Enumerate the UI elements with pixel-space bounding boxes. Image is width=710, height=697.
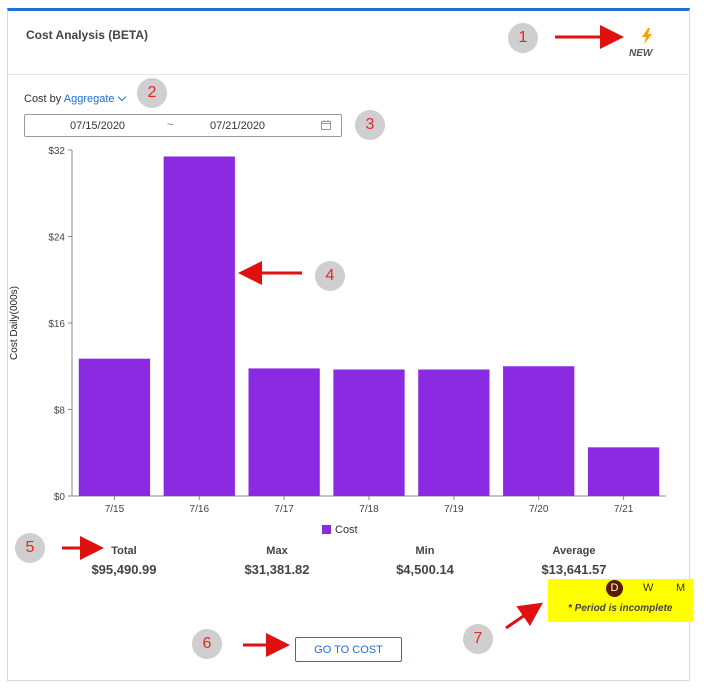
stat-total-label: Total — [111, 545, 137, 557]
card-title: Cost Analysis (BETA) — [26, 28, 149, 42]
bar-7-17 — [248, 368, 320, 496]
cost-by-selector: Cost by Aggregate — [24, 92, 126, 105]
lightning-icon — [642, 28, 652, 44]
stat-min-value: $4,500.14 — [396, 562, 454, 577]
x-tick-label: 7/21 — [614, 504, 634, 515]
date-range-picker[interactable]: 07/15/2020 ~ 07/21/2020 — [24, 114, 342, 137]
y-tick-label: $8 — [54, 406, 66, 417]
period-month-button[interactable]: M — [676, 582, 686, 594]
bar-7-16 — [163, 156, 235, 497]
annotation-badge-5: 5 — [15, 533, 45, 563]
annotation-badge-3: 3 — [355, 110, 385, 140]
x-tick-label: 7/19 — [444, 504, 464, 515]
date-start[interactable]: 07/15/2020 — [70, 120, 126, 132]
stat-average: Average $13,641.57 — [504, 545, 644, 577]
x-tick-label: 7/18 — [359, 504, 379, 515]
y-tick-label: $16 — [48, 319, 65, 330]
y-tick-label: $32 — [48, 146, 65, 157]
stat-max-value: $31,381.82 — [244, 562, 310, 577]
cost-by-value[interactable]: Aggregate — [63, 93, 115, 105]
y-axis-title: Cost Daily(000s) — [9, 286, 20, 360]
date-separator: ~ — [167, 119, 174, 131]
annotation-badge-6: 6 — [192, 629, 222, 659]
cost-by-prefix: Cost by — [24, 93, 62, 105]
stat-total: Total $95,490.99 — [54, 545, 194, 577]
y-tick-label: $0 — [54, 492, 66, 503]
date-end[interactable]: 07/21/2020 — [210, 120, 266, 132]
stat-max-label: Max — [266, 545, 288, 557]
go-to-cost-button[interactable]: GO TO COST — [295, 637, 402, 662]
x-tick-label: 7/17 — [274, 504, 294, 515]
stat-total-value: $95,490.99 — [91, 562, 157, 577]
period-incomplete-note: * Period is incomplete — [568, 603, 673, 614]
annotation-badge-7: 7 — [463, 624, 493, 654]
period-week-button[interactable]: W — [643, 582, 654, 594]
card-header: Cost Analysis (BETA) NEW — [8, 11, 689, 75]
bar-7-20 — [503, 366, 575, 496]
bar-7-21 — [587, 447, 660, 496]
annotation-badge-2: 2 — [137, 78, 167, 108]
annotation-arrow-7 — [505, 602, 543, 630]
bar-7-15 — [78, 358, 151, 496]
y-tick-label: $24 — [48, 233, 65, 244]
period-incomplete-highlight: D W M * Period is incomplete — [548, 579, 693, 622]
new-label: NEW — [629, 48, 653, 59]
cost-by-dropdown[interactable]: Aggregate — [63, 92, 126, 105]
x-tick-label: 7/16 — [190, 504, 210, 515]
legend-label[interactable]: Cost — [335, 524, 358, 536]
legend-swatch — [322, 525, 331, 534]
annotation-badge-4: 4 — [315, 261, 345, 291]
calendar-icon[interactable] — [321, 120, 331, 130]
stat-average-value: $13,641.57 — [541, 562, 607, 577]
annotation-badge-1: 1 — [508, 23, 538, 53]
bar-7-18 — [333, 369, 405, 496]
bar-7-19 — [418, 369, 490, 496]
stat-average-label: Average — [552, 545, 596, 557]
stat-max: Max $31,381.82 — [207, 545, 347, 577]
stat-min: Min $4,500.14 — [355, 545, 495, 577]
cost-analysis-card: Cost Analysis (BETA) NEW — [7, 8, 690, 681]
stat-min-label: Min — [415, 545, 435, 557]
x-tick-label: 7/15 — [105, 504, 125, 515]
x-tick-label: 7/20 — [529, 504, 549, 515]
period-day-button[interactable]: D — [606, 580, 623, 597]
chart-legend[interactable]: Cost — [322, 524, 358, 536]
